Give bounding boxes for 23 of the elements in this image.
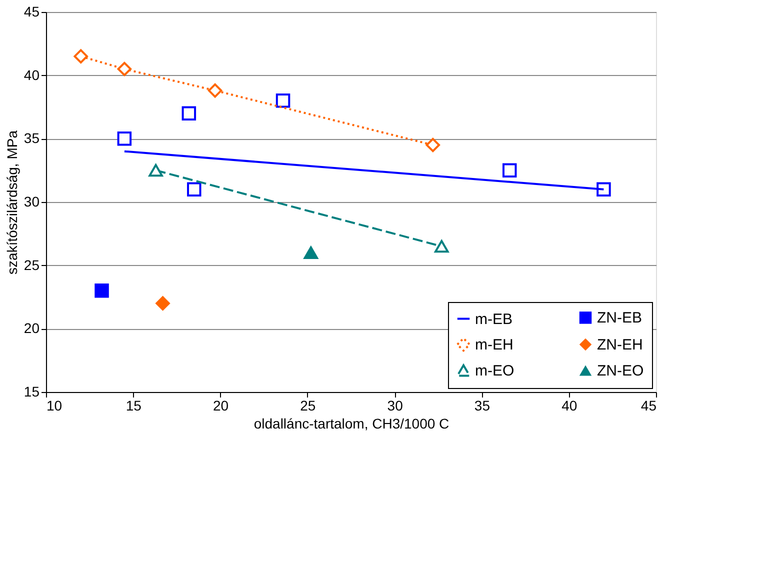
x-tick-label: 40: [562, 398, 578, 414]
x-tick-label: 20: [212, 398, 229, 414]
y-tick-label: 40: [24, 66, 40, 83]
legend-label: ZN-EH: [597, 336, 643, 354]
y-tick-label: 35: [24, 130, 40, 146]
legend-label: m-EB: [475, 310, 512, 328]
y-tick-label: 20: [24, 320, 40, 336]
x-tick-label: 35: [474, 398, 490, 414]
y-tick-label: 45: [24, 4, 40, 20]
legend-label: ZN-EO: [597, 362, 644, 380]
legend-label: m-EH: [475, 336, 514, 354]
x-axis-title: oldallánc-tartalom, CH3/1000 C: [254, 416, 450, 432]
x-tick-label: 15: [126, 398, 142, 414]
y-axis-title: szakítószilárdság, MPa: [4, 130, 20, 274]
y-tick-label: 25: [24, 256, 40, 273]
legend-label: m-EO: [475, 362, 514, 380]
y-tick-label: 15: [24, 384, 40, 400]
y-tick-label: 30: [24, 194, 40, 210]
x-tick-label: 30: [387, 398, 404, 414]
x-tick-label: 25: [300, 398, 316, 414]
legend-label: ZN-EB: [597, 310, 642, 327]
x-tick-label: 10: [46, 398, 62, 414]
x-tick-label: 45: [640, 398, 657, 414]
